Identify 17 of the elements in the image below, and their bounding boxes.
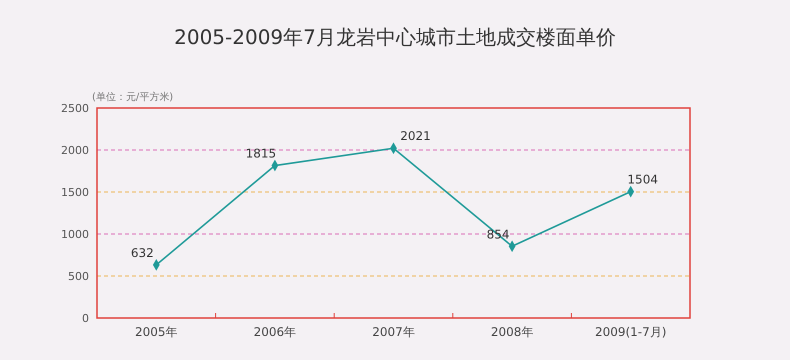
data-label: 632 (130, 246, 154, 260)
y-tick-label: 2500 (61, 102, 89, 115)
x-tick-label: 2008年 (490, 325, 534, 339)
chart-title: 2005-2009年7月龙岩中心城市土地成交楼面单价 (174, 25, 616, 49)
x-tick-label: 2009(1-7月) (594, 325, 666, 339)
y-tick-label: 2000 (61, 144, 89, 157)
y-axis-title: (单位：元/平方米) (92, 91, 174, 103)
data-label: 1815 (246, 146, 276, 161)
x-tick-label: 2006年 (254, 325, 296, 339)
y-tick-label: 500 (68, 270, 89, 283)
data-label: 2021 (400, 129, 431, 144)
x-tick-label: 2005年 (135, 325, 178, 339)
y-tick-label: 1000 (61, 228, 89, 241)
y-tick-label: 1500 (61, 186, 89, 199)
y-tick-label: 0 (82, 312, 89, 325)
x-tick-label: 2007年 (372, 325, 415, 339)
data-label: 1504 (627, 172, 658, 187)
